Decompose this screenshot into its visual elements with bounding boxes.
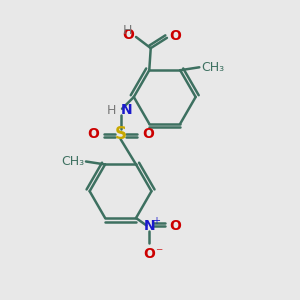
Text: H: H: [123, 24, 133, 37]
Text: CH₃: CH₃: [61, 155, 84, 168]
Text: N: N: [144, 219, 156, 233]
Text: O: O: [143, 247, 155, 261]
Text: O: O: [169, 219, 181, 233]
Text: S: S: [115, 125, 127, 143]
Text: O: O: [142, 127, 154, 141]
Text: +: +: [152, 216, 160, 226]
Text: O: O: [169, 29, 181, 44]
Text: H: H: [107, 104, 116, 117]
Text: ⁻: ⁻: [155, 246, 163, 260]
Text: O: O: [87, 127, 99, 141]
Text: N: N: [121, 103, 132, 117]
Text: O: O: [122, 28, 134, 42]
Text: CH₃: CH₃: [201, 61, 224, 74]
